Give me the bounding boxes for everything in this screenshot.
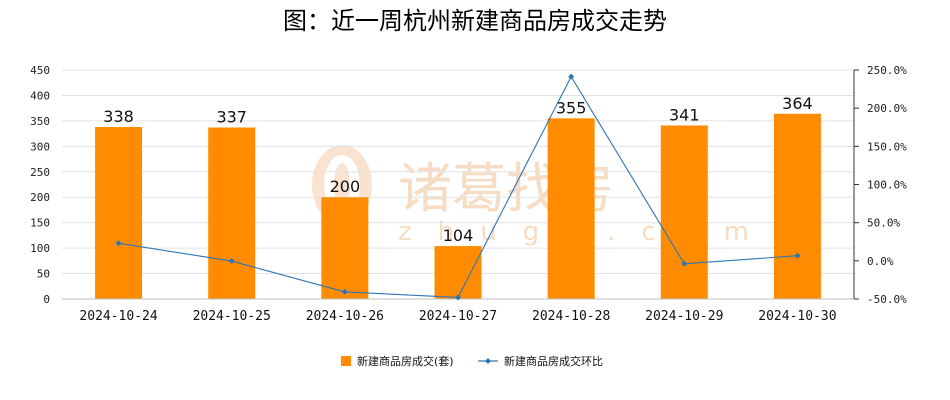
left-tick-label: 0 (43, 293, 50, 306)
line-point (568, 73, 575, 80)
x-tick-label: 2024-10-30 (758, 309, 836, 324)
legend-bar-swatch (341, 356, 351, 366)
line-series (115, 73, 801, 301)
bar-value-label: 104 (443, 226, 474, 245)
x-tick-label: 2024-10-27 (419, 309, 497, 324)
right-axis: -50.0% 0.0% 50.0% 100.0% 150.0% 200.0% 250.0% (853, 64, 907, 306)
line-point (341, 288, 348, 295)
legend-bar-label: 新建商品房成交(套) (357, 354, 454, 368)
line-point (681, 260, 688, 267)
bar (95, 126, 143, 300)
line-point (115, 240, 122, 247)
legend-line-marker (485, 358, 491, 364)
x-axis: 2024-10-24 2024-10-25 2024-10-26 2024-10-27… (79, 309, 836, 324)
x-tick-label: 2024-10-28 (532, 309, 610, 324)
bar (321, 197, 369, 299)
left-tick-label: 350 (30, 115, 50, 128)
legend: 新建商品房成交(套) 新建商品房成交环比 (341, 354, 603, 368)
bar-value-label: 338 (103, 107, 134, 126)
chart-title: 图：近一周杭州新建商品房成交走势 (283, 7, 667, 35)
bar-value-label: 364 (782, 94, 813, 113)
bar (434, 246, 482, 299)
right-tick-label: 250.0% (867, 64, 907, 77)
left-tick-label: 250 (30, 166, 50, 179)
right-tick-label: 150.0% (867, 140, 907, 153)
right-tick-label: 100.0% (867, 179, 907, 192)
line-point (794, 252, 801, 259)
x-tick-label: 2024-10-24 (79, 309, 157, 324)
right-tick-label: -50.0% (867, 293, 907, 306)
x-tick-label: 2024-10-25 (193, 309, 271, 324)
left-tick-label: 100 (30, 242, 50, 255)
bar-data-labels: 338 337 200 104 355 341 364 (103, 94, 812, 245)
x-tick-label: 2024-10-29 (645, 309, 723, 324)
right-tick-label: 200.0% (867, 102, 907, 115)
right-tick-label: 0.0% (867, 255, 894, 268)
right-tick-label: 50.0% (867, 217, 900, 230)
bar-value-label: 337 (216, 108, 247, 127)
left-tick-label: 50 (37, 268, 50, 281)
left-axis: 0 50 100 150 200 250 300 350 400 450 (30, 64, 50, 306)
legend-line-label: 新建商品房成交环比 (504, 354, 603, 368)
bar (547, 118, 595, 299)
left-tick-label: 450 (30, 64, 50, 77)
bar-series (95, 113, 821, 300)
left-tick-label: 200 (30, 191, 50, 204)
left-tick-label: 150 (30, 217, 50, 230)
left-tick-label: 300 (30, 140, 50, 153)
bar-value-label: 341 (669, 105, 700, 124)
bar (208, 127, 256, 299)
line-point (228, 258, 235, 265)
bar-value-label: 355 (556, 98, 587, 117)
bar (660, 125, 708, 299)
bar (773, 113, 821, 300)
bar-value-label: 200 (330, 177, 361, 196)
x-tick-label: 2024-10-26 (306, 309, 384, 324)
line-point (455, 294, 461, 301)
left-tick-label: 400 (30, 89, 50, 102)
